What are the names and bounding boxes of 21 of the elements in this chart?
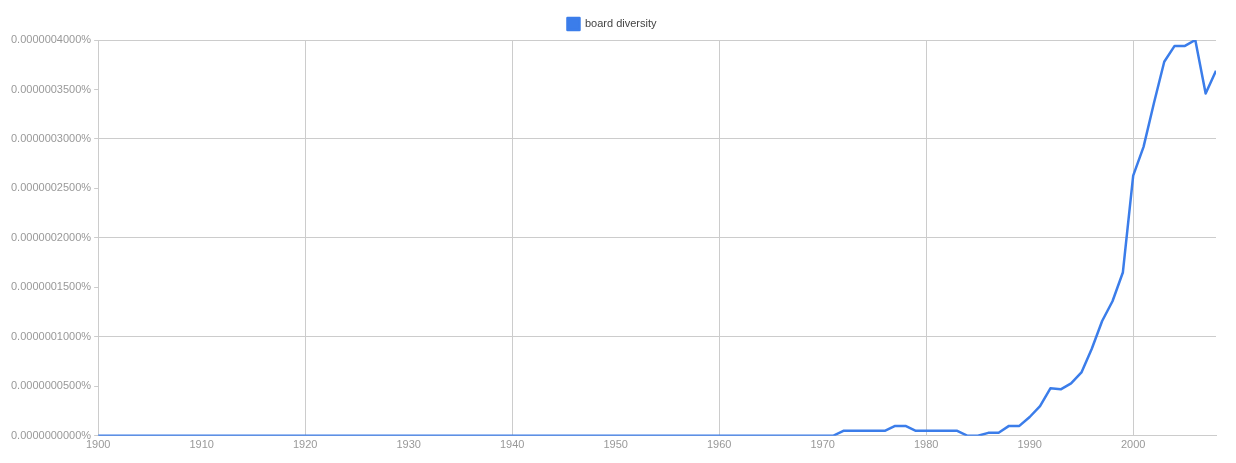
x-tick-label: 1950 xyxy=(603,438,628,451)
x-tick-label: 1900 xyxy=(85,438,111,451)
y-tick-label: 0.0000000000% xyxy=(10,428,92,441)
y-tick-label: 0.0000000500% xyxy=(10,379,92,392)
x-tick-label: 1990 xyxy=(1017,438,1042,451)
x-tick-label: 1970 xyxy=(810,438,835,451)
y-tick-label: 0.0000003000% xyxy=(10,131,92,144)
x-tick-label: 1940 xyxy=(499,438,525,451)
x-tick-label: 1960 xyxy=(706,438,732,451)
x-tick-label: 1930 xyxy=(396,438,421,451)
y-tick-label: 0.0000004000% xyxy=(10,33,92,46)
y-tick-label: 0.0000002000% xyxy=(10,230,92,243)
x-tick-label: 1980 xyxy=(913,438,939,451)
y-tick-label: 0.0000001000% xyxy=(10,329,92,342)
y-tick-label: 0.0000002500% xyxy=(10,181,92,194)
x-tick-label: 2000 xyxy=(1120,438,1146,451)
legend-label: board diversity xyxy=(584,17,658,30)
y-tick-label: 0.0000001500% xyxy=(10,280,92,293)
x-tick-label: 1920 xyxy=(292,438,318,451)
y-tick-label: 0.0000003500% xyxy=(10,82,92,95)
x-tick-label: 1910 xyxy=(189,438,214,451)
